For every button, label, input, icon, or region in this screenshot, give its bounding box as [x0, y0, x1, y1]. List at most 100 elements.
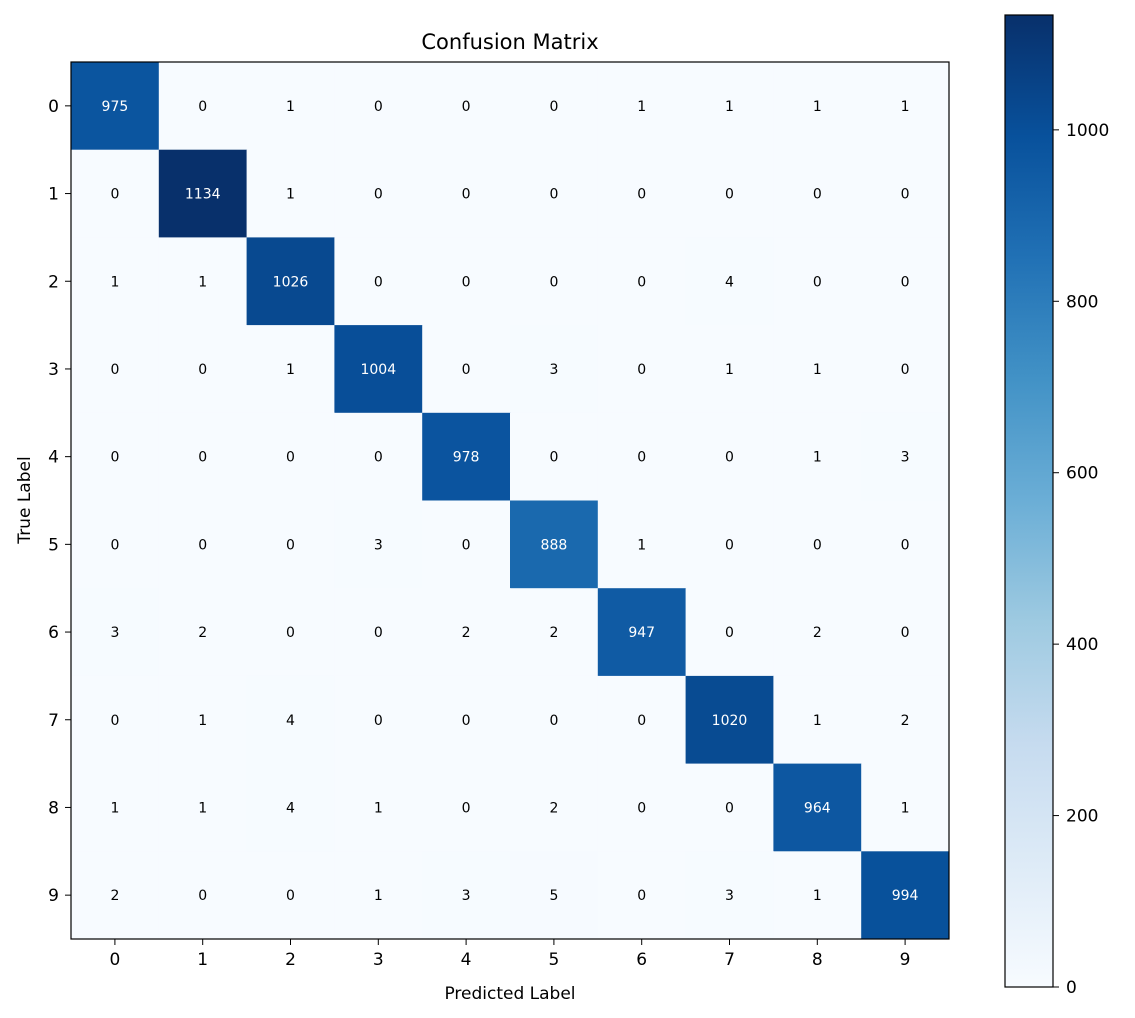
cell-value-label: 0 — [725, 187, 734, 203]
colorbar-tick-label: 600 — [1066, 464, 1098, 484]
cell-value-label: 0 — [462, 800, 471, 816]
cell-value-label: 1 — [637, 537, 646, 553]
heatmap-cell — [861, 237, 950, 326]
heatmap-cell — [597, 237, 687, 326]
cell-value-label: 1 — [813, 450, 822, 466]
cell-value-label: 0 — [110, 450, 119, 466]
cell-value-label: 1 — [374, 800, 383, 816]
cell-value-label: 0 — [549, 274, 558, 290]
heatmap-cell — [773, 851, 862, 940]
cell-value-label: 1 — [286, 187, 295, 203]
cell-value-label: 1 — [813, 362, 822, 378]
cell-value-label: 975 — [102, 99, 129, 115]
heatmap-cell — [71, 675, 160, 765]
heatmap-cell — [422, 149, 511, 238]
cell-value-label: 0 — [637, 713, 646, 729]
cell-value-label: 994 — [892, 888, 919, 904]
heatmap-cells — [71, 62, 950, 940]
heatmap-cell — [334, 851, 423, 940]
heatmap-cell — [334, 675, 423, 765]
cell-value-label: 1020 — [712, 713, 748, 729]
x-tick-label: 8 — [812, 950, 823, 970]
cell-value-label: 0 — [725, 800, 734, 816]
cell-value-label: 1134 — [185, 187, 221, 203]
cell-value-label: 1 — [901, 800, 910, 816]
heatmap-cell — [422, 851, 511, 940]
cell-value-label: 0 — [813, 537, 822, 553]
cell-value-label: 0 — [374, 450, 383, 466]
heatmap-cell — [685, 851, 774, 940]
cell-value-label: 0 — [637, 362, 646, 378]
cell-value-label: 3 — [549, 362, 558, 378]
cell-value-label: 0 — [725, 625, 734, 641]
cell-value-label: 0 — [637, 888, 646, 904]
heatmap-cell — [158, 851, 248, 940]
heatmap-cell — [861, 500, 950, 589]
cell-value-label: 888 — [541, 537, 568, 553]
heatmap-cell — [158, 675, 248, 765]
cell-value-label: 0 — [549, 99, 558, 115]
heatmap-cell — [861, 675, 950, 765]
cell-value-label: 1026 — [273, 274, 309, 290]
cell-value-label: 3 — [110, 625, 119, 641]
heatmap-cell — [685, 500, 774, 589]
heatmap-cell — [158, 149, 248, 238]
heatmap-cell — [246, 325, 335, 414]
heatmap-cell — [861, 763, 950, 852]
cell-value-label: 1 — [813, 888, 822, 904]
colorbar-tick-label: 0 — [1066, 978, 1077, 998]
x-tick-label: 5 — [548, 950, 559, 970]
heatmap-cell — [422, 500, 511, 589]
cell-value-label: 1 — [813, 713, 822, 729]
heatmap-cell — [246, 237, 335, 326]
heatmap-cell — [246, 62, 335, 151]
cell-value-label: 978 — [453, 450, 480, 466]
cell-value-label: 3 — [725, 888, 734, 904]
y-tick-label: 8 — [48, 798, 59, 818]
heatmap-cell — [334, 325, 423, 414]
colorbar — [1004, 14, 1054, 988]
cell-value-label: 0 — [286, 888, 295, 904]
cell-value-label: 0 — [462, 713, 471, 729]
heatmap-cell — [334, 149, 423, 238]
heatmap-cell — [158, 763, 248, 852]
cell-value-label: 0 — [549, 450, 558, 466]
heatmap-cell — [597, 149, 687, 238]
heatmap-cell — [510, 588, 599, 677]
cell-value-label: 3 — [901, 450, 910, 466]
heatmap-cell — [246, 588, 335, 677]
cell-value-label: 1 — [725, 362, 734, 378]
heatmap-cell — [510, 237, 599, 326]
cell-value-label: 0 — [110, 362, 119, 378]
heatmap-cell — [422, 325, 511, 414]
cell-value-label: 2 — [549, 800, 558, 816]
y-tick-label: 7 — [48, 711, 59, 731]
x-tick-label: 0 — [109, 950, 120, 970]
cell-value-label: 0 — [110, 537, 119, 553]
cell-value-label: 0 — [901, 274, 910, 290]
y-tick-label: 9 — [48, 886, 59, 906]
heatmap-cell — [510, 62, 599, 151]
cell-value-label: 0 — [110, 187, 119, 203]
heatmap-cell — [597, 675, 687, 765]
cell-value-label: 0 — [462, 274, 471, 290]
heatmap-cell — [597, 763, 687, 852]
cell-value-label: 2 — [549, 625, 558, 641]
heatmap-cell — [685, 237, 774, 326]
heatmap-cell — [773, 412, 862, 501]
heatmap-cell — [685, 675, 774, 765]
heatmap-cell — [158, 325, 248, 414]
cell-value-label: 1 — [374, 888, 383, 904]
cell-value-label: 5 — [549, 888, 558, 904]
cell-value-label: 0 — [198, 537, 207, 553]
cell-value-label: 4 — [286, 800, 295, 816]
heatmap-cell — [773, 763, 862, 852]
heatmap-cell — [71, 588, 160, 677]
heatmap-cell — [422, 237, 511, 326]
heatmap-cell — [158, 62, 248, 151]
cell-value-label: 0 — [813, 274, 822, 290]
heatmap-cell — [597, 500, 687, 589]
heatmap-cell — [71, 500, 160, 589]
cell-value-label: 0 — [198, 99, 207, 115]
cell-value-label: 964 — [804, 800, 831, 816]
